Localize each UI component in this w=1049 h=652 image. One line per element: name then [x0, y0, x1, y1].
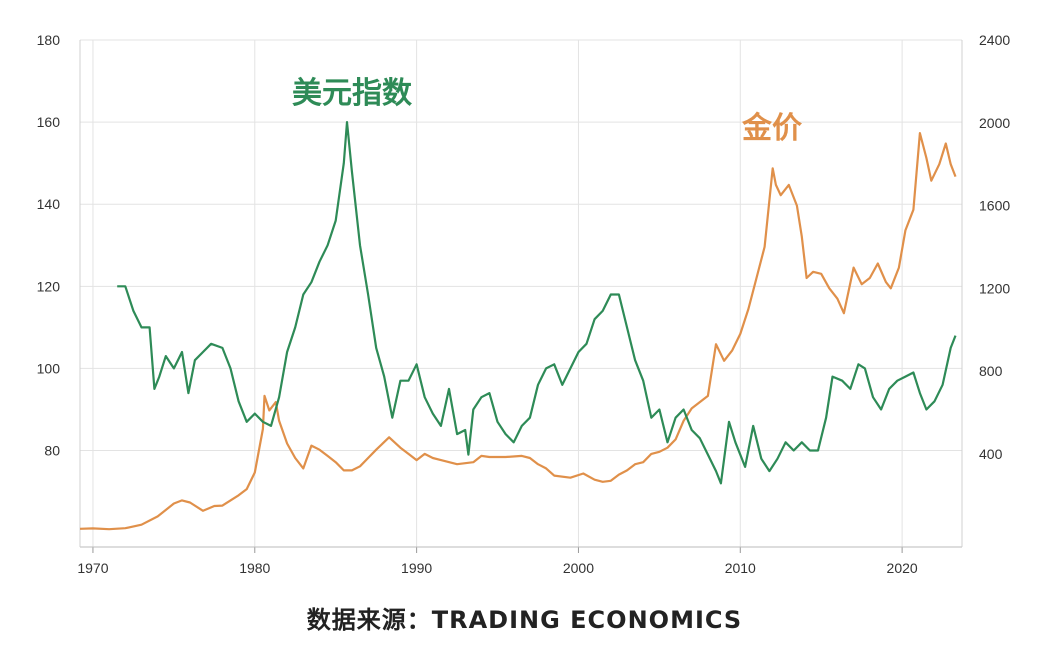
x-tick-label: 2020	[887, 560, 918, 576]
series-label-usd-index: 美元指数	[292, 76, 413, 111]
right-tick-label: 2000	[979, 115, 1010, 131]
left-tick-label: 120	[37, 278, 61, 294]
right-tick-label: 1200	[979, 280, 1010, 296]
series-line-usd-index	[117, 121, 957, 485]
axes	[79, 40, 963, 553]
x-axis-ticks: 1970 1980 1990 2000 2010 2020	[77, 560, 918, 576]
x-tick-label: 1980	[239, 560, 270, 576]
x-tick-label: 1990	[401, 560, 432, 576]
left-tick-label: 80	[44, 443, 60, 459]
right-tick-label: 2400	[979, 32, 1010, 48]
right-tick-label: 800	[979, 363, 1003, 379]
left-tick-label: 160	[37, 114, 61, 130]
gridlines	[80, 39, 962, 547]
series-label-gold: 金价	[741, 111, 802, 146]
x-tick-label: 2010	[725, 560, 756, 576]
left-tick-label: 100	[37, 360, 61, 376]
source-caption: 数据来源：TRADING ECONOMICS	[306, 606, 743, 634]
series-lines	[79, 121, 957, 531]
x-tick-label: 1970	[77, 560, 108, 576]
left-tick-label: 140	[37, 196, 61, 212]
series-line-gold	[79, 132, 957, 531]
x-tick-label: 2000	[563, 560, 594, 576]
left-axis-ticks: 180 160 140 120 100 80	[37, 32, 61, 459]
right-tick-label: 400	[979, 446, 1003, 462]
right-tick-label: 1600	[979, 198, 1010, 214]
right-axis-ticks: 2400 2000 1600 1200 800 400	[979, 32, 1010, 462]
left-tick-label: 180	[37, 32, 61, 48]
